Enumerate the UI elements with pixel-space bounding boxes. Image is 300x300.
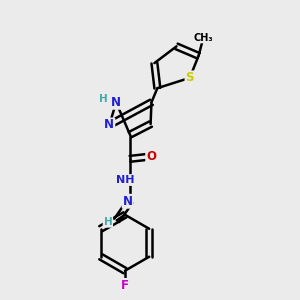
Text: S: S [185, 71, 194, 84]
Text: NH: NH [116, 175, 135, 185]
Text: F: F [121, 279, 129, 292]
Text: N: N [111, 96, 121, 109]
Text: O: O [146, 150, 156, 163]
Text: CH₃: CH₃ [193, 32, 213, 43]
Text: N: N [104, 118, 114, 131]
Text: H: H [99, 94, 108, 104]
Text: H: H [103, 217, 112, 227]
Text: N: N [123, 195, 133, 208]
